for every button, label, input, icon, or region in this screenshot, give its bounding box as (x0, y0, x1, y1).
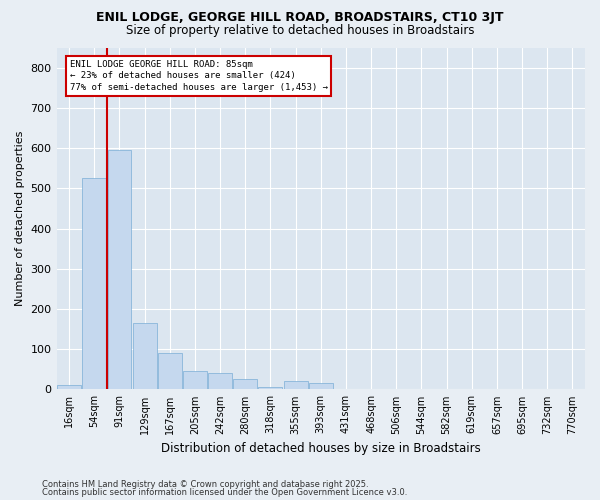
Bar (183, 372, 207, 390)
Bar (158, 353, 182, 390)
Text: Contains public sector information licensed under the Open Government Licence v3: Contains public sector information licen… (42, 488, 407, 497)
Bar (107, 150, 131, 390)
Text: ENIL LODGE, GEORGE HILL ROAD, BROADSTAIRS, CT10 3JT: ENIL LODGE, GEORGE HILL ROAD, BROADSTAIR… (96, 11, 504, 24)
Bar (233, 380, 257, 390)
Bar (82, 178, 106, 390)
Bar (284, 382, 308, 390)
Bar (309, 384, 333, 390)
Text: Contains HM Land Registry data © Crown copyright and database right 2025.: Contains HM Land Registry data © Crown c… (42, 480, 368, 489)
Bar (57, 386, 81, 390)
X-axis label: Distribution of detached houses by size in Broadstairs: Distribution of detached houses by size … (161, 442, 481, 455)
Text: ENIL LODGE GEORGE HILL ROAD: 85sqm
← 23% of detached houses are smaller (424)
77: ENIL LODGE GEORGE HILL ROAD: 85sqm ← 23%… (70, 60, 328, 92)
Bar (133, 323, 157, 390)
Text: Size of property relative to detached houses in Broadstairs: Size of property relative to detached ho… (126, 24, 474, 37)
Bar (259, 388, 283, 390)
Y-axis label: Number of detached properties: Number of detached properties (15, 131, 25, 306)
Bar (208, 374, 232, 390)
